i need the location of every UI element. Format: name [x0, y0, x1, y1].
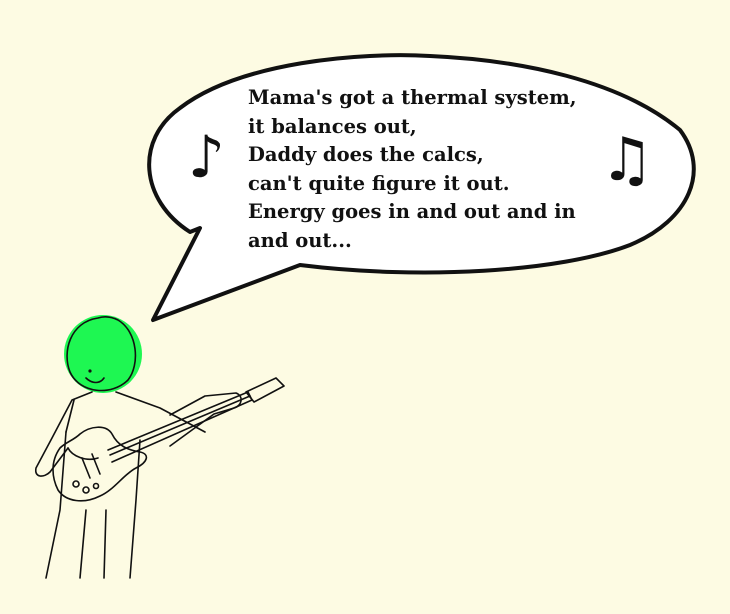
lyric-line: can't quite figure it out.: [248, 171, 510, 195]
lyric-line: Daddy does the calcs,: [248, 143, 484, 166]
eighth-note-icon: ♪: [188, 123, 226, 191]
song-lyrics: Mama's got a thermal system, it balances…: [248, 84, 608, 255]
guitarist-figure: [34, 315, 285, 579]
speech-bubble: [147, 53, 696, 322]
head: [64, 315, 142, 393]
lyric-line: Mama's got a thermal system,: [248, 86, 577, 109]
guitar-neck: [107, 391, 253, 463]
lyric-line: it balances out,: [248, 114, 417, 138]
lyric-line: Energy goes in and out and in: [248, 200, 576, 223]
lyric-line: and out...: [248, 228, 352, 252]
guitar-body: [52, 426, 148, 502]
beamed-notes-icon: ♫: [600, 125, 654, 195]
